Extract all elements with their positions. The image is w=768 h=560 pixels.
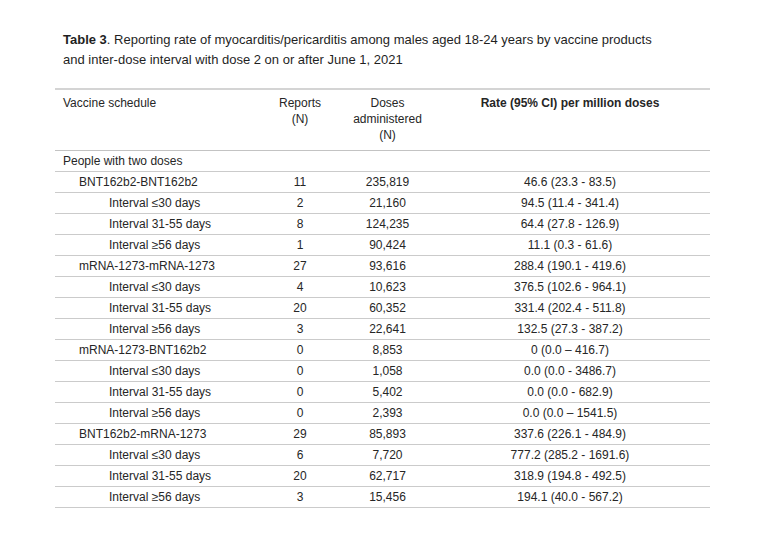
- vaccine-schedule-cell: Interval 31-55 days: [55, 298, 255, 319]
- table-row: Interval ≥56 days315,456194.1 (40.0 - 56…: [55, 487, 710, 508]
- table-caption-text-line1: . Reporting rate of myocarditis/pericard…: [107, 32, 652, 47]
- vaccine-schedule-cell: BNT162b2-mRNA-1273: [55, 424, 255, 445]
- rate-cell: 777.2 (285.2 - 1691.6): [430, 445, 710, 466]
- vaccine-schedule-cell: BNT162b2-BNT162b2: [55, 172, 255, 193]
- vaccine-schedule-cell: mRNA-1273-mRNA-1273: [55, 256, 255, 277]
- table-header-row: Vaccine schedule Reports (N) Doses admin…: [55, 89, 710, 151]
- reports-cell: 2: [255, 193, 345, 214]
- vaccine-schedule-cell: Interval ≥56 days: [55, 487, 255, 508]
- reports-cell: 27: [255, 256, 345, 277]
- vaccine-schedule-cell: Interval ≥56 days: [55, 403, 255, 424]
- table-row: Interval 31-55 days2062,717318.9 (194.8 …: [55, 466, 710, 487]
- table-row: mRNA-1273-mRNA-12732793,616288.4 (190.1 …: [55, 256, 710, 277]
- document-page: Table 3. Reporting rate of myocarditis/p…: [0, 0, 768, 560]
- reporting-rate-table: Vaccine schedule Reports (N) Doses admin…: [55, 88, 710, 508]
- doses-cell: 5,402: [345, 382, 430, 403]
- doses-cell: 93,616: [345, 256, 430, 277]
- rate-cell: 94.5 (11.4 - 341.4): [430, 193, 710, 214]
- reports-cell: 6: [255, 445, 345, 466]
- rate-cell: 337.6 (226.1 - 484.9): [430, 424, 710, 445]
- table-header: Vaccine schedule Reports (N) Doses admin…: [55, 89, 710, 151]
- doses-cell: 10,623: [345, 277, 430, 298]
- doses-cell: 85,893: [345, 424, 430, 445]
- reports-cell: 1: [255, 235, 345, 256]
- section-row: People with two doses: [55, 151, 710, 172]
- rate-cell: 288.4 (190.1 - 419.6): [430, 256, 710, 277]
- vaccine-schedule-cell: Interval 31-55 days: [55, 214, 255, 235]
- reports-cell: 20: [255, 466, 345, 487]
- table-row: mRNA-1273-BNT162b208,8530 (0.0 – 416.7): [55, 340, 710, 361]
- doses-cell: 21,160: [345, 193, 430, 214]
- table-row: Interval 31-55 days05,4020.0 (0.0 - 682.…: [55, 382, 710, 403]
- vaccine-schedule-cell: Interval 31-55 days: [55, 466, 255, 487]
- reports-cell: 0: [255, 403, 345, 424]
- vaccine-schedule-cell: Interval ≥56 days: [55, 319, 255, 340]
- table-row: Interval ≥56 days02,3930.0 (0.0 – 1541.5…: [55, 403, 710, 424]
- reports-cell: 29: [255, 424, 345, 445]
- column-header-vaccine-schedule: Vaccine schedule: [55, 89, 255, 151]
- table-row: Interval 31-55 days8124,23564.4 (27.8 - …: [55, 214, 710, 235]
- table-row: Interval ≤30 days01,0580.0 (0.0 - 3486.7…: [55, 361, 710, 382]
- doses-cell: 60,352: [345, 298, 430, 319]
- table-caption-text-line2: and inter-dose interval with dose 2 on o…: [63, 50, 711, 70]
- rate-cell: 0 (0.0 – 416.7): [430, 340, 710, 361]
- doses-cell: 2,393: [345, 403, 430, 424]
- column-header-rate: Rate (95% CI) per million doses: [430, 89, 710, 151]
- table-row: Interval ≤30 days410,623376.5 (102.6 - 9…: [55, 277, 710, 298]
- doses-cell: 124,235: [345, 214, 430, 235]
- doses-cell: 1,058: [345, 361, 430, 382]
- column-header-doses: Doses administered (N): [345, 89, 430, 151]
- doses-cell: 62,717: [345, 466, 430, 487]
- reports-cell: 3: [255, 487, 345, 508]
- doses-cell: 90,424: [345, 235, 430, 256]
- table-row: BNT162b2-mRNA-12732985,893337.6 (226.1 -…: [55, 424, 710, 445]
- reports-cell: 11: [255, 172, 345, 193]
- vaccine-schedule-cell: Interval ≥56 days: [55, 235, 255, 256]
- rate-cell: 11.1 (0.3 - 61.6): [430, 235, 710, 256]
- rate-cell: 46.6 (23.3 - 83.5): [430, 172, 710, 193]
- table-row: Interval ≥56 days322,641132.5 (27.3 - 38…: [55, 319, 710, 340]
- rate-cell: 0.0 (0.0 - 682.9): [430, 382, 710, 403]
- rate-cell: 132.5 (27.3 - 387.2): [430, 319, 710, 340]
- reports-cell: 3: [255, 319, 345, 340]
- doses-cell: 235,819: [345, 172, 430, 193]
- doses-cell: 15,456: [345, 487, 430, 508]
- vaccine-schedule-cell: Interval ≤30 days: [55, 361, 255, 382]
- vaccine-schedule-cell: Interval ≤30 days: [55, 445, 255, 466]
- doses-cell: 8,853: [345, 340, 430, 361]
- table-body: People with two dosesBNT162b2-BNT162b211…: [55, 151, 710, 508]
- table-caption: Table 3. Reporting rate of myocarditis/p…: [63, 30, 711, 70]
- rate-cell: 194.1 (40.0 - 567.2): [430, 487, 710, 508]
- table-row: Interval 31-55 days2060,352331.4 (202.4 …: [55, 298, 710, 319]
- reports-cell: 0: [255, 382, 345, 403]
- doses-cell: 22,641: [345, 319, 430, 340]
- table-caption-number: Table 3: [63, 32, 107, 47]
- reports-cell: 0: [255, 340, 345, 361]
- table-row: Interval ≤30 days67,720777.2 (285.2 - 16…: [55, 445, 710, 466]
- rate-cell: 64.4 (27.8 - 126.9): [430, 214, 710, 235]
- vaccine-schedule-cell: Interval ≤30 days: [55, 277, 255, 298]
- rate-cell: 0.0 (0.0 – 1541.5): [430, 403, 710, 424]
- reports-cell: 20: [255, 298, 345, 319]
- reports-cell: 8: [255, 214, 345, 235]
- section-label: People with two doses: [55, 151, 710, 172]
- table-row: BNT162b2-BNT162b211235,81946.6 (23.3 - 8…: [55, 172, 710, 193]
- rate-cell: 376.5 (102.6 - 964.1): [430, 277, 710, 298]
- reports-cell: 4: [255, 277, 345, 298]
- rate-cell: 318.9 (194.8 - 492.5): [430, 466, 710, 487]
- table-row: Interval ≤30 days221,16094.5 (11.4 - 341…: [55, 193, 710, 214]
- table-row: Interval ≥56 days190,42411.1 (0.3 - 61.6…: [55, 235, 710, 256]
- rate-cell: 331.4 (202.4 - 511.8): [430, 298, 710, 319]
- rate-cell: 0.0 (0.0 - 3486.7): [430, 361, 710, 382]
- doses-cell: 7,720: [345, 445, 430, 466]
- vaccine-schedule-cell: mRNA-1273-BNT162b2: [55, 340, 255, 361]
- vaccine-schedule-cell: Interval ≤30 days: [55, 193, 255, 214]
- column-header-reports: Reports (N): [255, 89, 345, 151]
- reports-cell: 0: [255, 361, 345, 382]
- vaccine-schedule-cell: Interval 31-55 days: [55, 382, 255, 403]
